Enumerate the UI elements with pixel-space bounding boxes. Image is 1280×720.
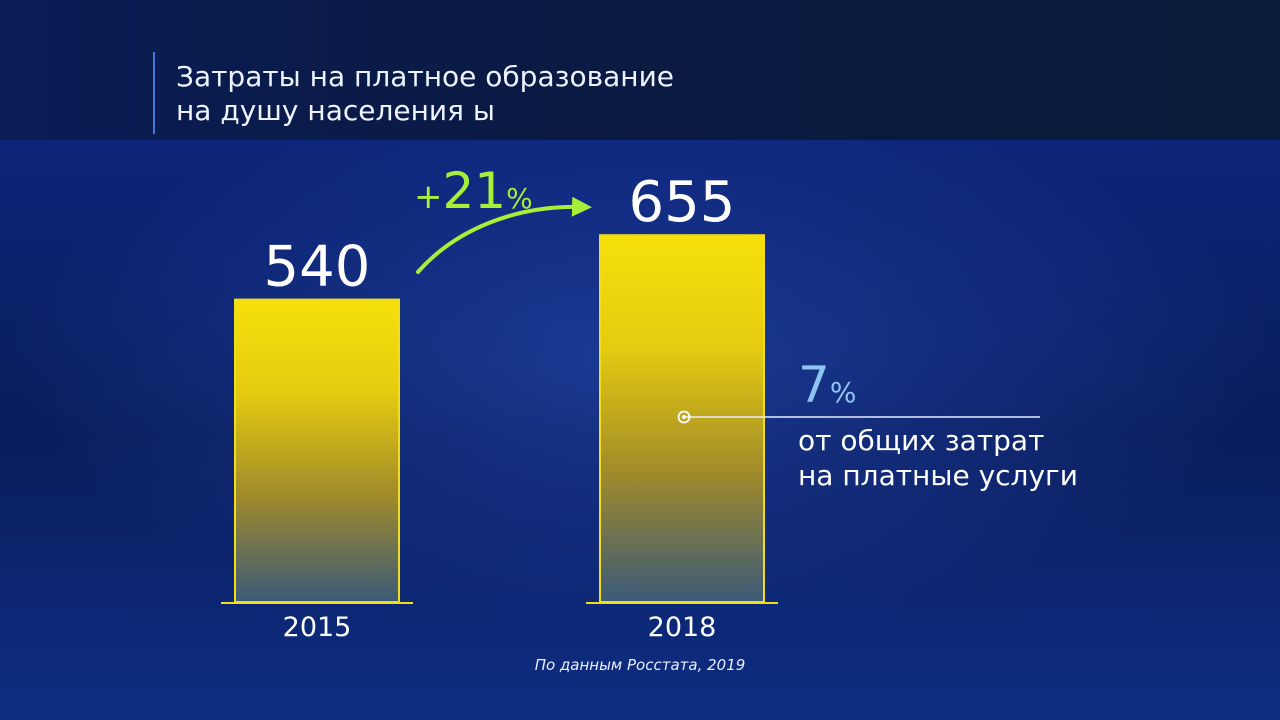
growth-annotation: +21% — [414, 162, 533, 220]
title-line-1: Затраты на платное образование — [176, 60, 675, 93]
value-label-2018: 655 — [629, 170, 736, 235]
header-divider — [153, 52, 155, 134]
source-note: По данным Росстата, 2019 — [534, 656, 746, 674]
share-number: 7 — [798, 356, 830, 414]
category-label-2018: 2018 — [648, 612, 717, 643]
bar-2018 — [599, 234, 765, 603]
share-value: 7% — [798, 356, 856, 414]
bar-2015 — [234, 298, 400, 603]
growth-sign: + — [414, 177, 443, 217]
value-label-2015: 540 — [264, 235, 371, 300]
growth-unit: % — [506, 182, 533, 215]
share-description: от общих затрат на платные услуги — [798, 423, 1078, 493]
growth-number: 21 — [442, 162, 507, 220]
share-line-2: на платные услуги — [798, 459, 1078, 492]
header-band — [0, 0, 1280, 140]
growth-arrow — [416, 196, 592, 274]
category-label-2015: 2015 — [283, 612, 352, 643]
callout-marker-dot — [682, 415, 686, 419]
page-title: Затраты на платное образование на душу н… — [176, 60, 876, 128]
share-line-1: от общих затрат — [798, 424, 1045, 457]
share-unit: % — [829, 376, 857, 409]
title-line-2: на душу населения ы — [176, 94, 495, 127]
callout-marker — [677, 410, 691, 424]
